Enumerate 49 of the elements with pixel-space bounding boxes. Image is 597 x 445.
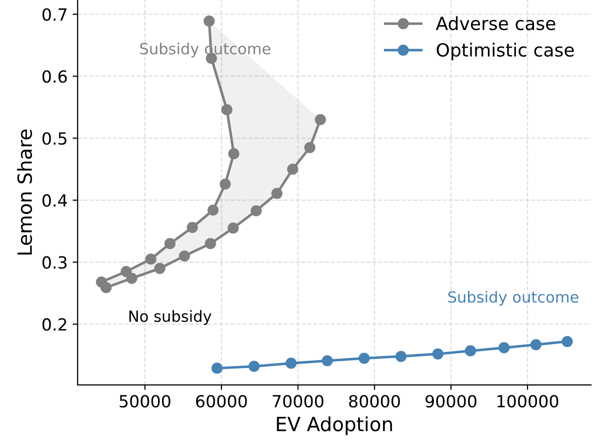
point [228,222,239,234]
point [464,345,476,356]
point [271,188,282,199]
point [314,114,326,126]
point [204,238,216,250]
point [178,250,190,262]
point [207,204,219,216]
y-tick-label: 0.6 [42,70,67,83]
point [145,254,156,265]
point [154,262,166,274]
point [358,352,370,364]
x-tick-label: 80000 [349,394,400,408]
point [395,350,407,362]
point [164,238,176,250]
point [220,178,231,190]
point [287,164,298,175]
point [530,339,542,350]
y-tick-label: 0.4 [42,194,67,207]
point [186,222,198,234]
point [432,348,444,360]
point [228,148,240,160]
point [286,358,297,369]
point [100,282,112,294]
y-tick-label: 0.2 [42,318,66,331]
x-axis-title: EV Adoption [276,416,392,436]
annotation: Subsidy outcome [448,290,578,306]
y-tick-label: 0.7 [42,8,66,21]
y-tick-label: 0.5 [42,132,66,145]
point [126,272,138,284]
point [322,355,333,366]
point [498,342,510,354]
legend-label: Optimistic case [436,42,574,60]
point [204,16,215,27]
x-tick-label: 60000 [196,394,247,408]
y-axis-title: Lemon Share [17,130,32,255]
x-tick-label: 50000 [120,394,170,408]
point [120,266,132,278]
point [221,104,232,116]
annotation: No subsidy [129,310,212,325]
point [248,360,260,372]
point [211,362,223,374]
x-tick-label: 100000 [498,394,558,408]
point [250,205,262,216]
point [304,142,316,154]
y-tick-label: 0.3 [42,256,67,269]
x-tick-label: 90000 [426,394,476,408]
point [562,336,573,348]
legend-label: Adverse case [436,16,556,30]
x-tick-label: 70000 [272,394,324,408]
